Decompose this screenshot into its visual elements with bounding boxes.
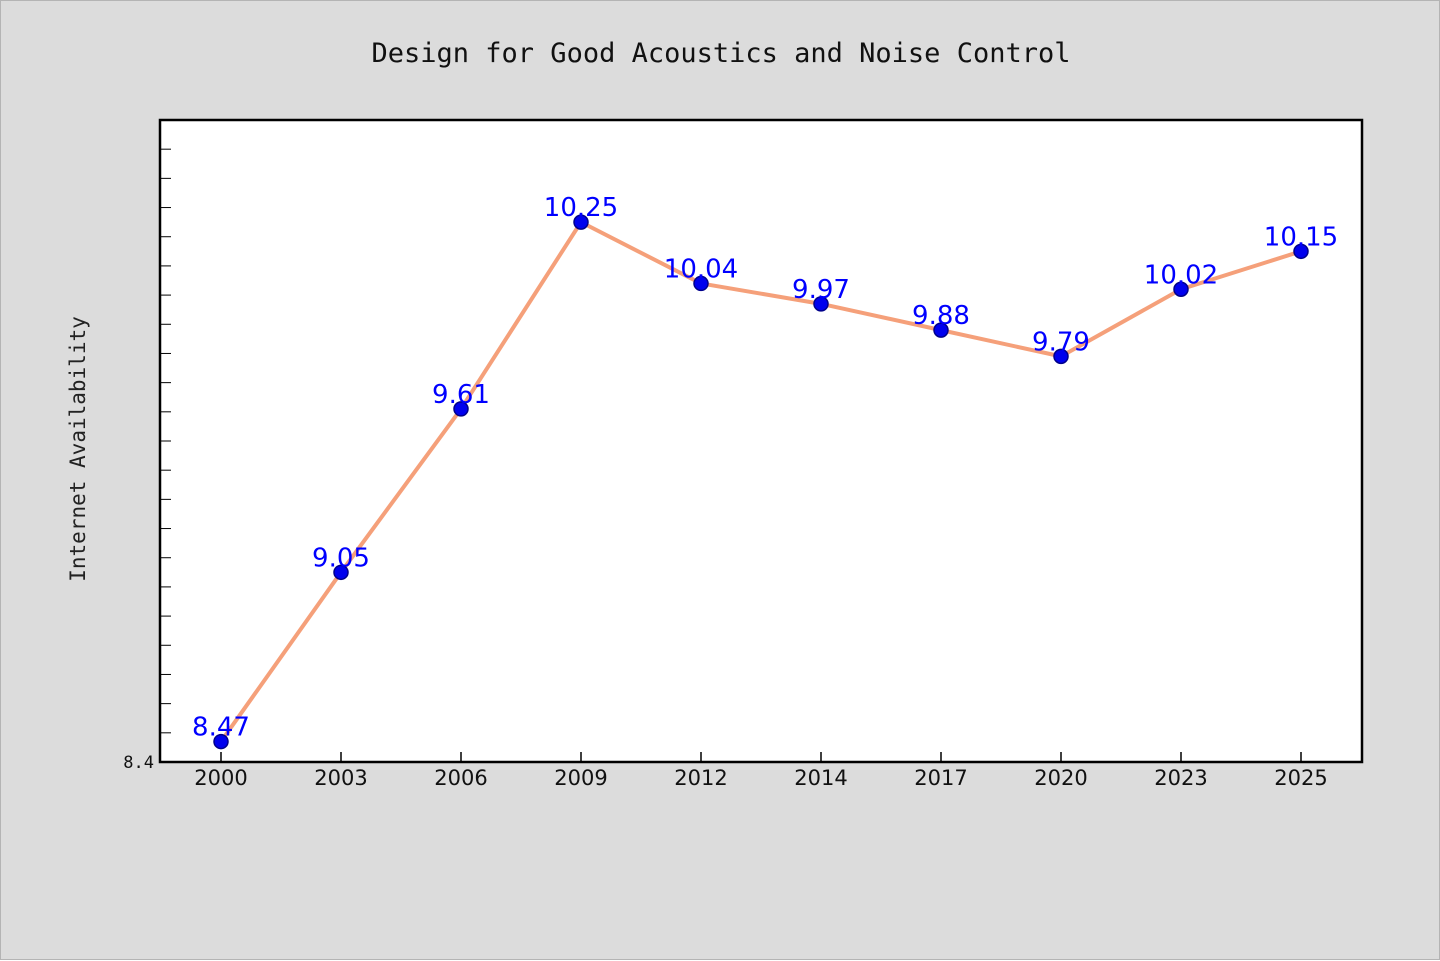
data-point <box>453 401 469 417</box>
data-label: 10.02 <box>1144 260 1218 290</box>
x-tick-label: 2000 <box>194 766 247 790</box>
chart-title: Design for Good Acoustics and Noise Cont… <box>372 38 1071 69</box>
data-point <box>1053 348 1069 365</box>
data-label: 9.97 <box>792 275 850 305</box>
x-tick-label: 2003 <box>314 766 367 790</box>
data-point <box>1293 243 1309 260</box>
x-tick-label: 2023 <box>1154 766 1207 790</box>
series-layer: 8.47 9.05 9.61 10.25 10.04 9.97 9.88 9.79 10.02 1… <box>192 193 1338 750</box>
data-label: 9.79 <box>1032 327 1090 357</box>
plot-area <box>160 120 1362 762</box>
x-tick-label: 2006 <box>434 766 487 790</box>
data-label: 8.47 <box>192 713 250 743</box>
x-tick-label: 2017 <box>914 766 967 790</box>
data-point <box>333 564 349 581</box>
data-label: 10.15 <box>1264 222 1338 252</box>
y-axis-ticks: 8.4 <box>123 148 171 773</box>
data-label: 9.88 <box>912 301 970 331</box>
x-axis-ticks: 2000 2003 2006 2009 2012 2014 2017 2020 2023 2025 <box>194 752 1328 790</box>
x-tick-label: 2020 <box>1034 766 1087 790</box>
data-point <box>933 322 949 338</box>
y-tick-label: 8.4 <box>123 753 154 773</box>
data-point <box>813 296 829 312</box>
x-tick-label: 2025 <box>1274 766 1327 790</box>
data-point <box>693 275 709 292</box>
y-axis-label: Internet Availability <box>66 316 90 582</box>
x-tick-label: 2012 <box>674 766 727 790</box>
data-label: 10.04 <box>664 254 738 284</box>
data-label: 10.25 <box>544 193 618 223</box>
x-tick-label: 2014 <box>794 766 847 790</box>
plot-frame <box>158 118 1364 764</box>
data-label: 9.61 <box>432 380 490 410</box>
series-line <box>219 220 1303 744</box>
data-point <box>1173 281 1189 298</box>
data-point <box>573 214 589 230</box>
data-label: 9.05 <box>312 543 370 573</box>
x-tick-label: 2009 <box>554 766 607 790</box>
data-point <box>213 733 229 750</box>
